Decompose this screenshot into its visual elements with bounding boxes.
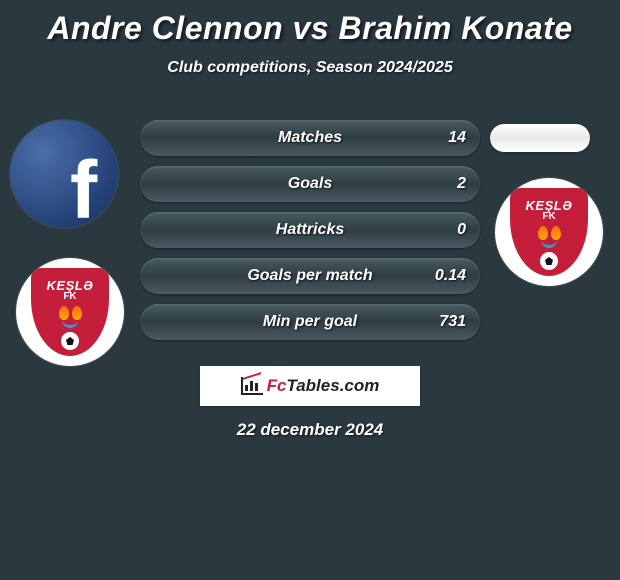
stat-row: Goals 2	[140, 166, 480, 202]
club-suffix: FK	[63, 291, 76, 302]
right-empty-pill	[490, 124, 590, 152]
stat-label: Min per goal	[263, 313, 357, 331]
flame-icon	[551, 226, 561, 240]
stat-label: Goals	[288, 175, 332, 193]
subtitle: Club competitions, Season 2024/2025	[0, 59, 620, 77]
flame-icon	[72, 306, 82, 320]
brand-chart-icon	[241, 377, 263, 395]
stat-row: Matches 14	[140, 120, 480, 156]
flame-icon	[538, 226, 548, 240]
club-shield-icon: KEŞLƏ FK	[31, 268, 109, 356]
player1-avatar: f	[10, 120, 118, 228]
date: 22 december 2024	[0, 420, 620, 440]
wave-icon	[62, 320, 78, 328]
stat-label: Goals per match	[247, 267, 372, 285]
stat-value: 0	[457, 221, 466, 239]
stat-row: Hattricks 0	[140, 212, 480, 248]
ball-icon	[540, 252, 558, 270]
page-title: Andre Clennon vs Brahim Konate	[0, 0, 620, 47]
flame-icon	[59, 306, 69, 320]
wave-icon	[541, 240, 557, 248]
club-suffix: FK	[542, 211, 555, 222]
stat-value: 0.14	[435, 267, 466, 285]
stat-value: 2	[457, 175, 466, 193]
stat-value: 731	[439, 313, 466, 331]
player2-club-badge: KEŞLƏ FK	[495, 178, 603, 286]
stat-label: Hattricks	[276, 221, 344, 239]
brand-suffix: Tables.com	[286, 376, 379, 395]
stat-label: Matches	[278, 129, 342, 147]
brand-prefix: Fc	[267, 376, 287, 395]
stat-value: 14	[448, 129, 466, 147]
club-shield-icon: KEŞLƏ FK	[510, 188, 588, 276]
ball-icon	[61, 332, 79, 350]
stat-row: Goals per match 0.14	[140, 258, 480, 294]
stats-container: Matches 14 Goals 2 Hattricks 0 Goals per match…	[140, 120, 480, 350]
brand-text: FcTables.com	[267, 376, 380, 396]
player1-club-badge: KEŞLƏ FK	[16, 258, 124, 366]
facebook-icon: f	[10, 120, 118, 228]
stat-row: Min per goal 731	[140, 304, 480, 340]
brand-attribution: FcTables.com	[200, 366, 420, 406]
